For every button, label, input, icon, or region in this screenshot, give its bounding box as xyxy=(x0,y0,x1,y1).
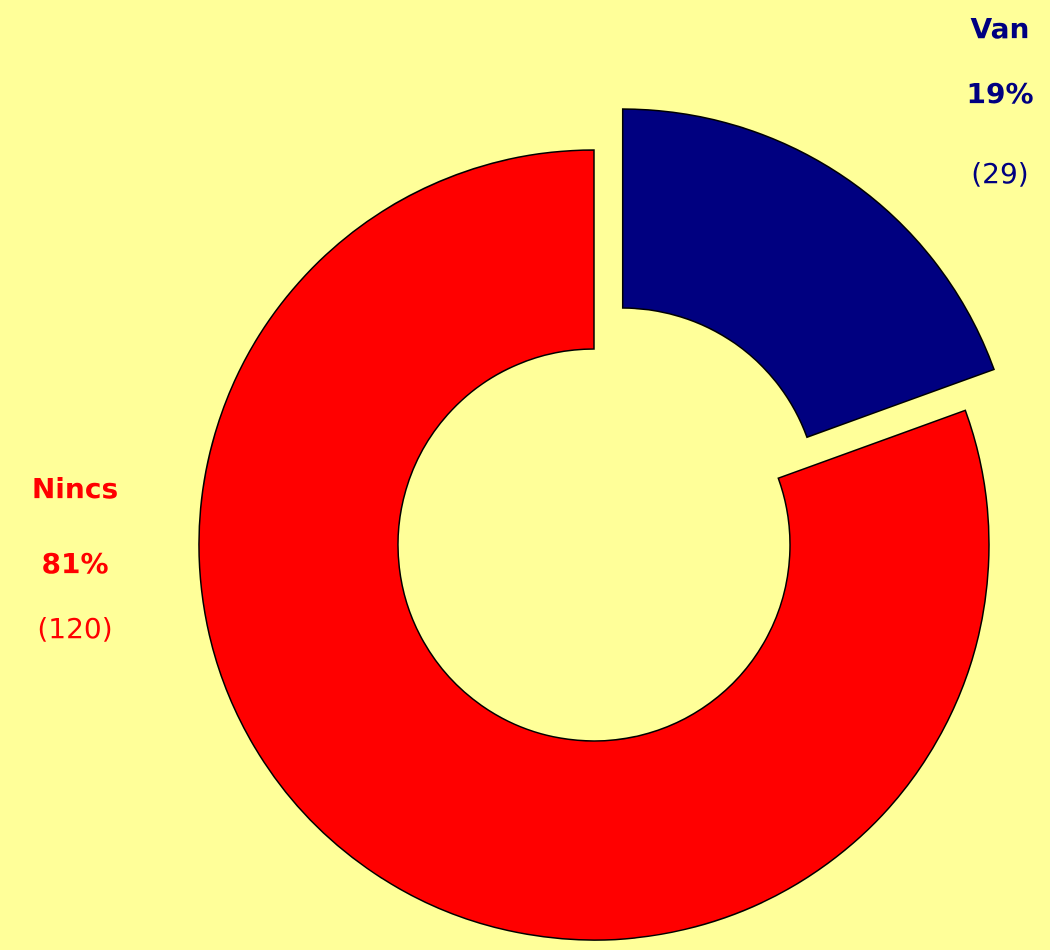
segment-percent: 81% xyxy=(41,547,108,580)
segment-percent: 19% xyxy=(966,77,1033,110)
donut-segment xyxy=(621,108,996,439)
segment-count: (29) xyxy=(971,157,1028,190)
segment-name: Nincs xyxy=(32,472,118,505)
donut-segment xyxy=(198,149,990,941)
segment-name: Van xyxy=(971,12,1030,45)
segment-count: (120) xyxy=(37,612,112,645)
